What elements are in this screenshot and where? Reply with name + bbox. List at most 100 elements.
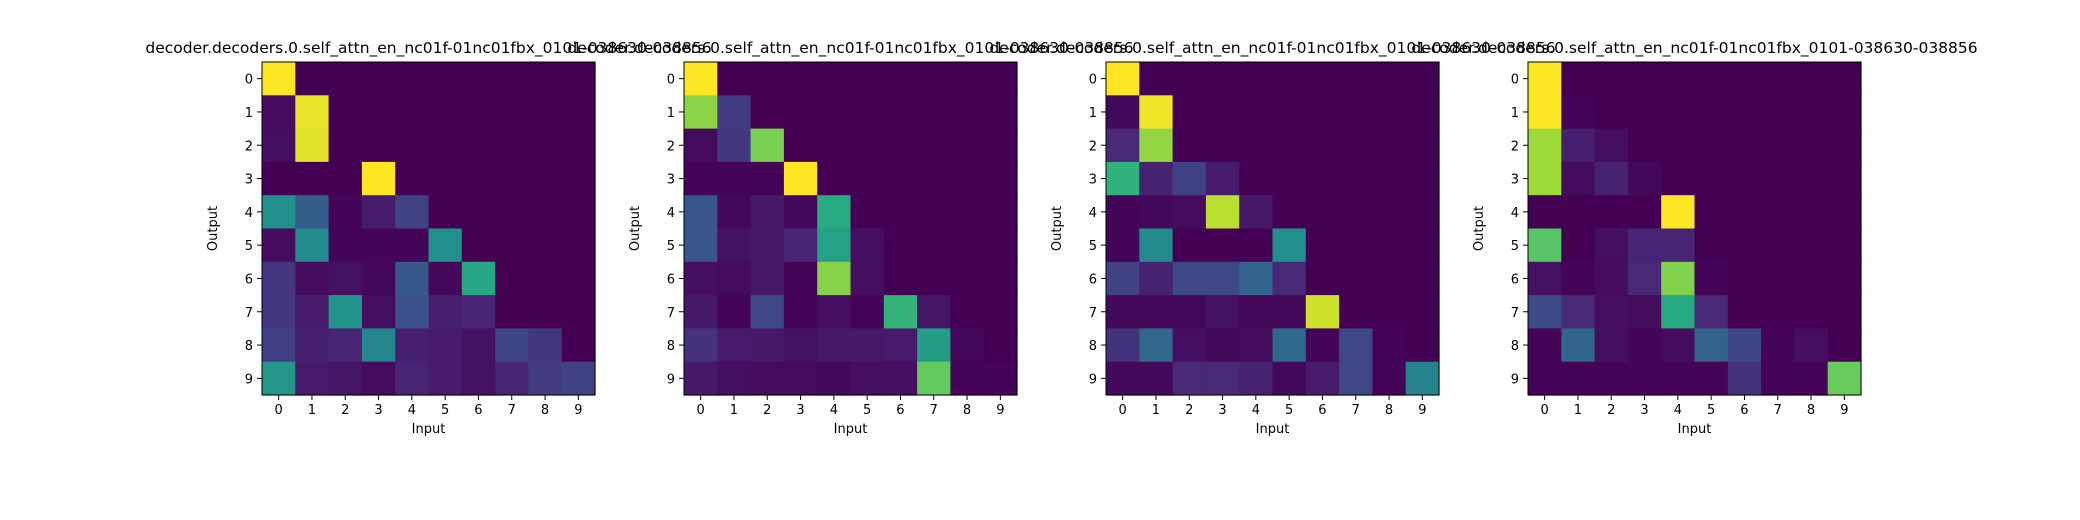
heatmap-cell	[361, 261, 396, 296]
heatmap-cell	[817, 62, 852, 96]
heatmap-cell	[1339, 328, 1373, 363]
y-tick-label: 9	[667, 372, 675, 387]
heatmap-cell	[1594, 95, 1629, 130]
heatmap-cell	[1272, 195, 1307, 230]
heatmap-cell	[850, 195, 885, 230]
x-tick-label: 4	[830, 403, 838, 418]
y-tick-label: 0	[1511, 73, 1519, 88]
heatmap-cell	[395, 295, 430, 329]
heatmap-cell	[1528, 128, 1562, 163]
y-tick-label: 8	[245, 339, 253, 354]
x-tick-label: 7	[1352, 403, 1360, 418]
heatmap-cell	[1827, 128, 1862, 163]
heatmap-cell	[1372, 228, 1407, 263]
heatmap-cell	[428, 62, 463, 96]
heatmap-cell	[1627, 195, 1662, 230]
heatmap-cell	[1239, 328, 1274, 363]
heatmap-cell	[262, 228, 296, 263]
y-tick-label: 9	[245, 372, 253, 387]
heatmap-cell	[1139, 361, 1174, 396]
y-tick-label: 3	[1511, 173, 1519, 188]
heatmap-cell	[1405, 161, 1440, 196]
heatmap-cell	[1627, 161, 1662, 196]
heatmap-cell	[1339, 161, 1373, 196]
heatmap-cell	[1661, 361, 1696, 396]
heatmap-cell	[1239, 361, 1274, 396]
heatmap-cell	[1305, 95, 1340, 130]
heatmap-cell	[717, 261, 752, 296]
heatmap-cell	[684, 62, 718, 96]
heatmap-cell	[295, 128, 330, 163]
axes-frame	[683, 61, 1018, 396]
x-tick-label: 3	[1640, 403, 1648, 418]
heatmap-cell	[495, 328, 529, 363]
heatmap-cell	[717, 228, 752, 263]
heatmap-cell	[883, 261, 918, 296]
heatmap-cell	[717, 328, 752, 363]
heatmap-cell	[1339, 195, 1373, 230]
heatmap-cell	[1561, 228, 1596, 263]
x-tick-label: 2	[1607, 403, 1615, 418]
heatmap-cell	[428, 328, 463, 363]
heatmap-cell	[1272, 361, 1307, 396]
heatmap-cell	[950, 195, 985, 230]
y-tick-label: 9	[1511, 372, 1519, 387]
heatmap-cell	[1172, 295, 1207, 329]
heatmap-cell	[983, 161, 1018, 196]
heatmap-cell	[561, 161, 596, 196]
heatmap-cell	[1106, 295, 1140, 329]
heatmap-cell	[1594, 361, 1629, 396]
heatmap-cell	[1761, 295, 1795, 329]
heatmap-cell	[750, 295, 785, 329]
heatmap-cell	[1239, 261, 1274, 296]
heatmap-cell	[1727, 228, 1762, 263]
chart-title: decoder.decoders.0.self_attn_en_nc01f-01…	[989, 39, 1555, 58]
heatmap-cell	[1372, 261, 1407, 296]
heatmap-cell	[262, 328, 296, 363]
heatmap-cell	[1528, 361, 1562, 396]
heatmap-cell	[1272, 295, 1307, 329]
heatmap-cell	[495, 361, 529, 396]
heatmap-cell	[361, 62, 396, 96]
heatmap-cell	[1661, 128, 1696, 163]
heatmap-cell	[750, 361, 785, 396]
heatmap-cell	[1594, 228, 1629, 263]
heatmap-cell	[1694, 361, 1729, 396]
heatmap-cell	[1239, 95, 1274, 130]
heatmap-cell	[1827, 62, 1862, 96]
heatmap-cell	[983, 228, 1018, 263]
heatmap-cell	[983, 128, 1018, 163]
heatmap-cell	[461, 62, 496, 96]
heatmap-cell	[1727, 261, 1762, 296]
heatmap-cell	[495, 195, 529, 230]
heatmap-cell	[883, 295, 918, 329]
heatmap-cell	[361, 95, 396, 130]
y-tick-label: 8	[667, 339, 675, 354]
heatmap-cell	[262, 295, 296, 329]
heatmap-cell	[395, 128, 430, 163]
heatmap-cell	[684, 328, 718, 363]
heatmap-cell	[1794, 328, 1829, 363]
heatmap-cell	[561, 62, 596, 96]
y-tick-label: 0	[1089, 73, 1097, 88]
y-tick-label: 5	[1089, 239, 1097, 254]
x-tick-label: 7	[1774, 403, 1782, 418]
heatmap-cell	[561, 295, 596, 329]
heatmap-cell	[1405, 328, 1440, 363]
heatmap-cell	[783, 195, 818, 230]
y-tick-label: 9	[1089, 372, 1097, 387]
heatmap-cell	[495, 295, 529, 329]
heatmap-cell	[428, 361, 463, 396]
y-tick-label: 4	[1511, 206, 1519, 221]
heatmap-cell	[328, 161, 363, 196]
heatmap-cell	[1172, 228, 1207, 263]
heatmap-cell	[1627, 295, 1662, 329]
y-tick-label: 4	[1089, 206, 1097, 221]
heatmap-cell	[684, 128, 718, 163]
heatmap-cell	[361, 128, 396, 163]
y-tick-label: 3	[1089, 173, 1097, 188]
heatmap-cell	[1694, 328, 1729, 363]
heatmap-cell	[1594, 62, 1629, 96]
heatmap-cell	[395, 261, 430, 296]
x-tick-label: 2	[1185, 403, 1193, 418]
